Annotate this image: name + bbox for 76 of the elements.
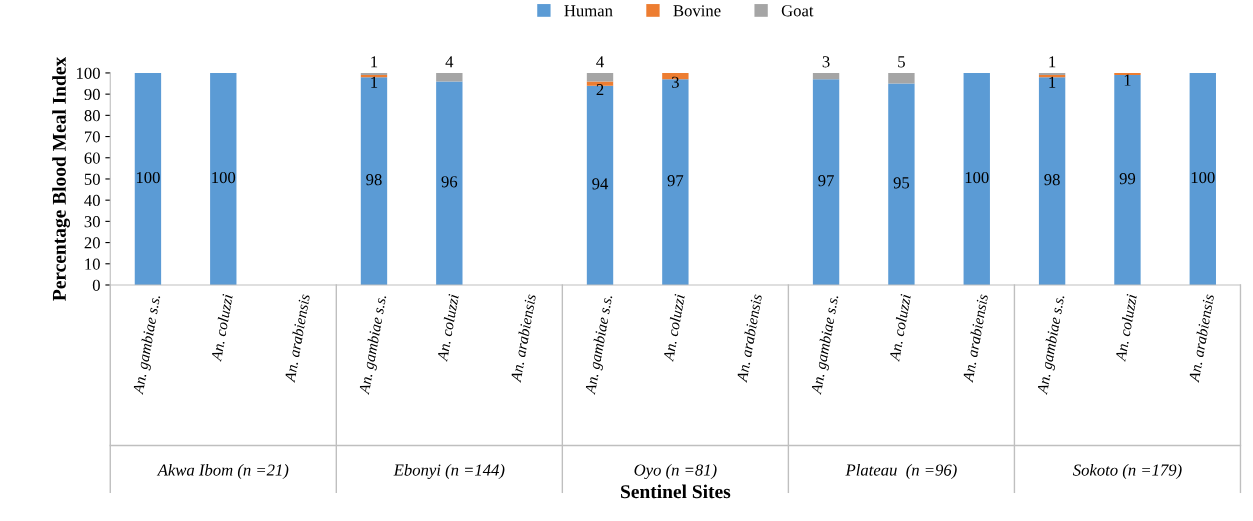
data-label: 95	[893, 177, 910, 189]
x-tick-label: An. gambiae s.s.	[132, 294, 164, 396]
y-tick-label: 0	[92, 279, 100, 291]
data-label: 96	[441, 176, 458, 188]
x-tick-label: An. arabiensis	[510, 293, 537, 383]
bar	[210, 72, 237, 285]
legend-label: Goat	[781, 5, 814, 17]
x-tick-label: An. coluzzi	[210, 293, 233, 363]
legend-label: Bovine	[673, 5, 721, 17]
bar	[586, 72, 614, 82]
data-label: 98	[1044, 174, 1060, 186]
bar	[1114, 75, 1141, 285]
y-tick-label: 50	[84, 173, 100, 185]
text: Ebonyi (n =144)	[393, 463, 505, 480]
bar	[963, 72, 990, 285]
bar	[1038, 77, 1066, 285]
x-tick-label: An. arabiensis	[1188, 293, 1215, 383]
y-tick-label: 100	[77, 67, 100, 79]
y-axis-title: Percentage Blood Meal Index	[52, 56, 70, 301]
x-tick-label: An. gambiae s.s.	[358, 294, 390, 396]
bar	[436, 72, 463, 82]
bar	[134, 72, 162, 285]
bar	[812, 72, 840, 80]
bar	[1189, 72, 1216, 285]
y-tick-label: 80	[84, 110, 100, 122]
bar	[586, 81, 614, 86]
data-label: 2	[596, 84, 604, 96]
text: Sokoto (n =179)	[1072, 463, 1182, 480]
y-tick-label: 60	[84, 152, 100, 164]
y-tick-label: 90	[84, 88, 100, 101]
x-tick-label: An. coluzzi	[1114, 293, 1138, 363]
data-label: 1	[1049, 56, 1056, 68]
data-label: 1	[371, 56, 378, 68]
x-tick-label: An. arabiensis	[284, 293, 311, 383]
bar	[812, 79, 840, 285]
data-label: 3	[822, 56, 830, 68]
x-tick-label: An. coluzzi	[436, 293, 459, 363]
data-label: 4	[596, 56, 604, 68]
y-tick-label: 10	[85, 258, 100, 270]
data-label: 1	[1124, 74, 1131, 86]
data-label: 4	[445, 56, 454, 68]
y-tick-label: 70	[84, 131, 100, 143]
data-label: 100	[965, 171, 989, 184]
data-label: 5	[898, 56, 905, 68]
data-label: 99	[1119, 173, 1136, 185]
text: Plateau (n =96)	[845, 463, 957, 480]
x-tick-label: An. arabiensis	[736, 293, 763, 383]
x-tick-label: An. coluzzi	[662, 293, 685, 363]
data-label: 100	[212, 171, 236, 184]
bar	[436, 81, 463, 285]
text: Akwa Ibom (n =21)	[156, 463, 289, 480]
data-label: 97	[667, 175, 684, 187]
x-tick-label: An. coluzzi	[888, 293, 911, 363]
y-tick-label: 20	[84, 237, 100, 249]
data-label: 98	[366, 174, 382, 186]
y-tick-label: 40	[84, 194, 100, 207]
data-label: 100	[136, 171, 160, 184]
bar	[888, 72, 915, 84]
data-label: 1	[1049, 76, 1056, 88]
data-label: 97	[818, 175, 834, 187]
legend-label: Human	[564, 5, 613, 17]
x-tick-label: An. gambiae s.s.	[584, 294, 616, 396]
x-tick-label: An. gambiae s.s.	[810, 294, 842, 396]
x-tick-label: An. arabiensis	[962, 293, 989, 383]
bar	[586, 85, 614, 285]
data-label: 94	[592, 178, 609, 190]
y-tick-label: 30	[84, 216, 100, 228]
x-axis-title: Sentinel Sites	[621, 484, 731, 499]
data-label: 100	[1191, 171, 1215, 184]
data-label: 1	[371, 76, 378, 88]
bar	[1114, 72, 1141, 76]
text: Oyo (n =81)	[634, 463, 717, 480]
bar	[888, 83, 915, 285]
data-label: 3	[672, 76, 679, 88]
bar	[360, 77, 388, 285]
x-tick-label: An. gambiae s.s.	[1036, 294, 1068, 396]
